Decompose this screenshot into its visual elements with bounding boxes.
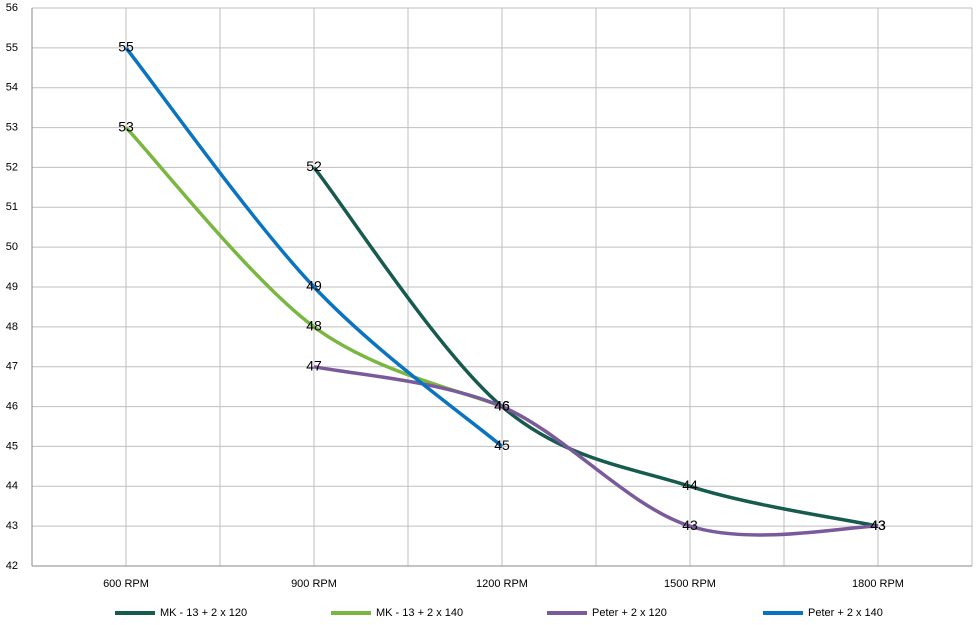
data-label: 53 <box>118 118 134 134</box>
y-tick-label: 56 <box>6 2 18 14</box>
x-tick-label: 1800 RPM <box>852 578 904 590</box>
series-line <box>124 46 504 448</box>
y-tick-label: 45 <box>6 440 18 452</box>
y-tick-label: 42 <box>6 560 18 572</box>
y-tick-label: 55 <box>6 42 18 54</box>
data-label: 46 <box>494 397 510 413</box>
y-tick-label: 46 <box>6 400 18 412</box>
x-tick-label: 1200 RPM <box>476 578 528 590</box>
y-tick-label: 43 <box>6 520 18 532</box>
data-label: 49 <box>306 278 322 294</box>
data-label: 44 <box>682 477 698 493</box>
y-tick-label: 50 <box>6 241 18 253</box>
data-label: 43 <box>870 517 886 533</box>
y-tick-label: 52 <box>6 161 18 173</box>
y-tick-label: 51 <box>6 201 18 213</box>
y-tick-label: 53 <box>6 121 18 133</box>
y-tick-label: 54 <box>6 82 18 94</box>
data-label: 46 <box>494 397 510 413</box>
data-label: 46 <box>494 397 510 413</box>
y-tick-label: 47 <box>6 361 18 373</box>
y-tick-label: 48 <box>6 321 18 333</box>
data-label: 55 <box>118 39 134 55</box>
data-label: 43 <box>682 517 698 533</box>
legend-label: Peter + 2 x 120 <box>592 607 667 619</box>
data-label: 43 <box>870 517 886 533</box>
x-tick-label: 600 RPM <box>103 578 149 590</box>
data-label: 45 <box>494 437 510 453</box>
x-tick-label: 900 RPM <box>291 578 337 590</box>
legend-label: MK - 13 + 2 x 140 <box>376 607 463 619</box>
data-label: 47 <box>306 357 322 373</box>
y-tick-label: 44 <box>6 480 18 492</box>
legend-label: Peter + 2 x 140 <box>808 607 883 619</box>
legend-label: MK - 13 + 2 x 120 <box>160 607 247 619</box>
y-tick-label: 49 <box>6 281 18 293</box>
x-tick-label: 1500 RPM <box>664 578 716 590</box>
data-label: 48 <box>306 318 322 334</box>
series-line <box>313 365 879 537</box>
data-label: 52 <box>306 158 322 174</box>
